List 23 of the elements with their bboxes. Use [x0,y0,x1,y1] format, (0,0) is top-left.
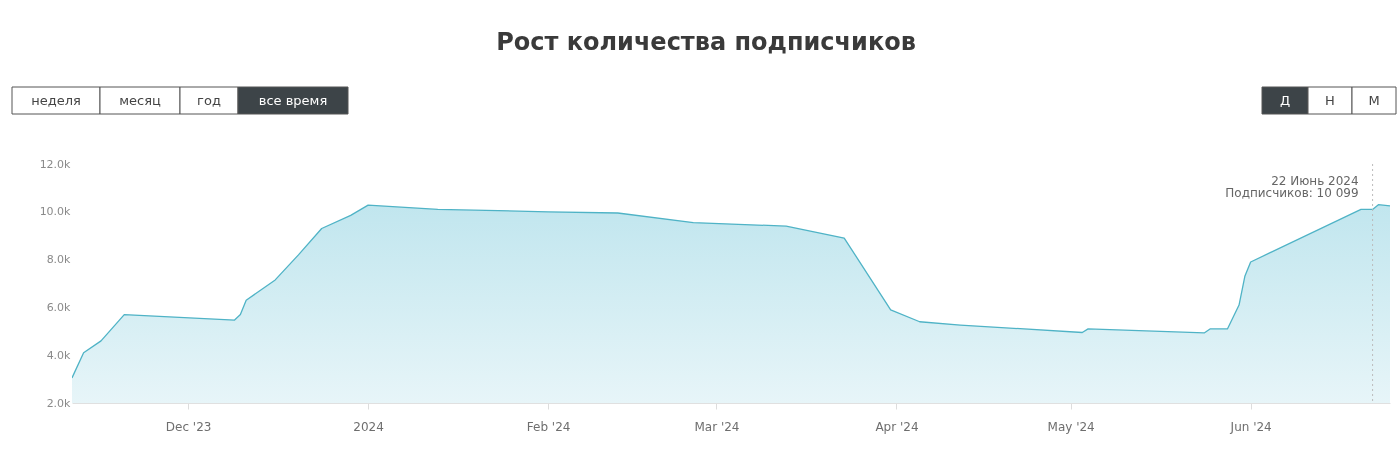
text: М [1368,93,1380,108]
chart-title: Рост количества подписчиков [496,28,916,56]
x-tick-label: Apr '24 [875,419,919,434]
x-tick-label: May '24 [1047,419,1095,434]
text: Д [1279,93,1291,108]
text: неделя [31,93,81,108]
x-tick-label: 2024 [353,419,384,434]
text: год [197,93,221,108]
annotation: 22 Июнь 2024 [1271,173,1359,188]
y-tick-label: 6.0k [46,300,72,314]
x-tick-label: Dec '23 [165,419,212,434]
annotation: Подписчиков: 10 099 [1225,185,1359,200]
y-tick-label: 10.0k [39,205,72,219]
y-tick-label: 4.0k [46,348,72,362]
text: Н [1325,93,1335,108]
y-tick-label: 12.0k [39,157,72,171]
x-tick-label: Jun '24 [1229,419,1272,434]
x-tick-label: Feb '24 [526,419,571,434]
y-tick-label: 2.0k [46,396,72,410]
y-tick-label: 8.0k [46,253,72,267]
text: месяц [119,93,161,108]
text: все время [258,93,328,108]
x-tick-label: Mar '24 [694,419,740,434]
